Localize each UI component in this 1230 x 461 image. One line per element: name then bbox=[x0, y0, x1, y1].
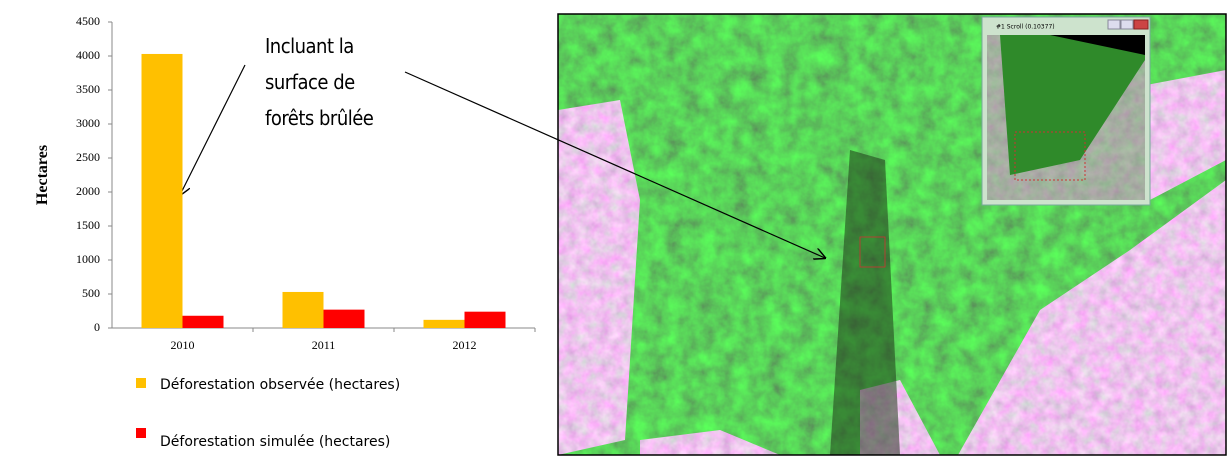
legend-label: Déforestation simulée (hectares) bbox=[160, 434, 390, 450]
bar bbox=[324, 310, 365, 328]
y-tick-label: 4000 bbox=[76, 48, 100, 62]
annotation-text: forêts brûlée bbox=[265, 106, 374, 130]
inset-window: #1 Scroll (0.10377) bbox=[982, 17, 1150, 205]
bar bbox=[142, 54, 183, 328]
y-tick-label: 2500 bbox=[76, 150, 100, 164]
y-tick-label: 3000 bbox=[76, 116, 100, 130]
y-axis-label: Hectares bbox=[34, 145, 51, 205]
y-tick-label: 1500 bbox=[76, 218, 100, 232]
x-tick-label: 2012 bbox=[453, 338, 477, 352]
legend-swatch bbox=[136, 428, 146, 438]
annotation-text: Incluant la bbox=[265, 34, 354, 58]
bar bbox=[283, 292, 324, 328]
bar bbox=[424, 320, 465, 328]
y-tick-label: 3500 bbox=[76, 82, 100, 96]
annotation-arrow bbox=[180, 65, 245, 195]
inset-title: #1 Scroll (0.10377) bbox=[996, 24, 1055, 31]
satellite-image: #1 Scroll (0.10377) bbox=[558, 14, 1226, 455]
close-button[interactable] bbox=[1134, 20, 1148, 29]
y-tick-label: 1000 bbox=[76, 252, 100, 266]
annotation-text: surface de bbox=[265, 70, 355, 94]
y-tick-label: 2000 bbox=[76, 184, 100, 198]
y-tick-label: 4500 bbox=[76, 14, 100, 28]
bar bbox=[465, 312, 506, 328]
legend-swatch bbox=[136, 378, 146, 388]
x-tick-label: 2011 bbox=[312, 338, 336, 352]
y-tick-label: 0 bbox=[94, 320, 100, 334]
y-tick-label: 500 bbox=[82, 286, 100, 300]
bar bbox=[183, 316, 224, 328]
page: #1 Scroll (0.10377) Hectares 0 500 1000 150… bbox=[0, 0, 1230, 461]
x-tick-label: 2010 bbox=[171, 338, 195, 352]
legend-label: Déforestation observée (hectares) bbox=[160, 377, 400, 393]
maximize-button[interactable] bbox=[1121, 20, 1133, 29]
minimize-button[interactable] bbox=[1108, 20, 1120, 29]
